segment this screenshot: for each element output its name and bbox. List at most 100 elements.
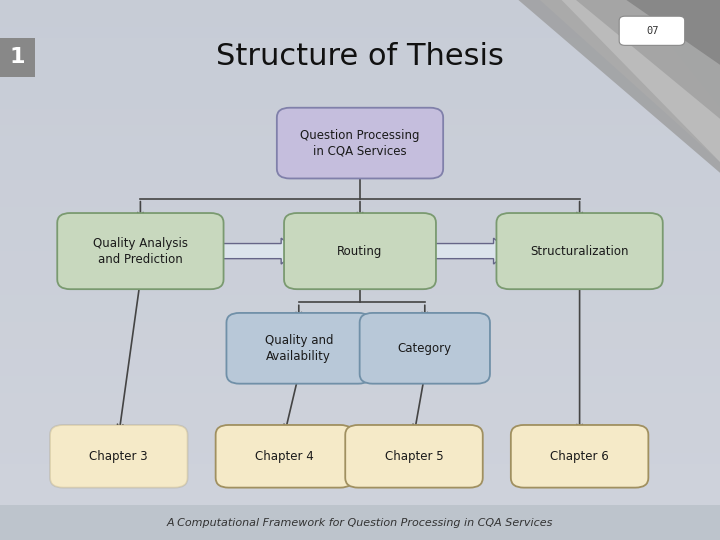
Bar <box>0 426 720 431</box>
Bar <box>0 5 720 11</box>
Bar <box>0 420 720 426</box>
Bar <box>0 104 720 109</box>
Bar <box>0 158 720 164</box>
Text: Chapter 3: Chapter 3 <box>89 450 148 463</box>
FancyBboxPatch shape <box>511 425 649 488</box>
Bar <box>0 33 720 38</box>
Bar <box>0 480 720 485</box>
Bar <box>0 393 720 398</box>
Polygon shape <box>576 0 720 119</box>
Bar <box>0 267 720 273</box>
Bar <box>0 202 720 207</box>
Bar <box>0 256 720 262</box>
FancyBboxPatch shape <box>0 505 720 540</box>
Bar <box>0 93 720 98</box>
Bar <box>0 294 720 300</box>
Bar <box>0 360 720 366</box>
Bar <box>0 415 720 420</box>
Bar <box>0 49 720 55</box>
Bar <box>0 349 720 355</box>
Bar <box>0 22 720 28</box>
Bar <box>0 234 720 240</box>
Bar <box>0 524 720 529</box>
Bar <box>0 180 720 185</box>
Bar <box>0 382 720 387</box>
Text: A Computational Framework for Question Processing in CQA Services: A Computational Framework for Question P… <box>167 518 553 528</box>
Bar <box>0 55 720 60</box>
Bar <box>0 338 720 343</box>
Bar <box>0 174 720 180</box>
Bar <box>0 343 720 349</box>
Polygon shape <box>215 238 297 264</box>
Bar <box>0 496 720 502</box>
Polygon shape <box>540 0 720 162</box>
Bar <box>0 169 720 174</box>
Text: Chapter 4: Chapter 4 <box>255 450 314 463</box>
Bar <box>0 142 720 147</box>
Bar <box>0 98 720 104</box>
Bar <box>0 327 720 333</box>
Bar <box>0 436 720 442</box>
FancyBboxPatch shape <box>50 425 187 488</box>
Bar <box>0 71 720 76</box>
Text: Chapter 6: Chapter 6 <box>550 450 609 463</box>
Text: Question Processing
in CQA Services: Question Processing in CQA Services <box>300 129 420 158</box>
Bar <box>0 207 720 213</box>
Bar <box>0 87 720 93</box>
FancyBboxPatch shape <box>58 213 223 289</box>
FancyBboxPatch shape <box>497 213 662 289</box>
FancyBboxPatch shape <box>226 313 372 383</box>
Text: Quality and
Availability: Quality and Availability <box>264 334 333 363</box>
FancyBboxPatch shape <box>619 16 685 45</box>
Bar <box>0 398 720 403</box>
FancyBboxPatch shape <box>276 108 443 178</box>
Bar <box>0 529 720 535</box>
Bar <box>0 60 720 65</box>
Bar <box>0 502 720 507</box>
Bar <box>0 218 720 224</box>
Text: 1: 1 <box>9 47 25 68</box>
Bar <box>0 284 720 289</box>
FancyBboxPatch shape <box>216 425 353 488</box>
Bar <box>0 224 720 229</box>
Bar <box>0 147 720 153</box>
FancyBboxPatch shape <box>0 38 35 77</box>
Text: Quality Analysis
and Prediction: Quality Analysis and Prediction <box>93 237 188 266</box>
Bar <box>0 229 720 234</box>
Bar <box>0 458 720 464</box>
Bar <box>0 289 720 294</box>
Bar <box>0 333 720 338</box>
Bar <box>0 316 720 322</box>
Bar <box>0 535 720 540</box>
Bar <box>0 442 720 447</box>
Bar <box>0 387 720 393</box>
Bar <box>0 431 720 436</box>
Bar <box>0 153 720 158</box>
Text: Category: Category <box>397 342 452 355</box>
Text: Chapter 5: Chapter 5 <box>384 450 444 463</box>
Bar <box>0 403 720 409</box>
Polygon shape <box>426 238 510 264</box>
Bar <box>0 469 720 475</box>
Text: 07: 07 <box>646 26 659 36</box>
Bar <box>0 131 720 137</box>
Bar <box>0 44 720 49</box>
Bar <box>0 409 720 415</box>
Bar <box>0 485 720 491</box>
Bar <box>0 191 720 197</box>
Bar <box>0 82 720 87</box>
Bar <box>0 246 720 251</box>
Bar <box>0 109 720 114</box>
Bar <box>0 300 720 306</box>
Bar <box>0 164 720 169</box>
Bar <box>0 273 720 278</box>
Bar <box>0 518 720 524</box>
Bar <box>0 512 720 518</box>
Bar <box>0 38 720 44</box>
Bar <box>0 464 720 469</box>
Polygon shape <box>626 0 720 65</box>
Polygon shape <box>518 0 720 173</box>
Bar <box>0 453 720 458</box>
Text: Routing: Routing <box>337 245 383 258</box>
Bar <box>0 447 720 453</box>
